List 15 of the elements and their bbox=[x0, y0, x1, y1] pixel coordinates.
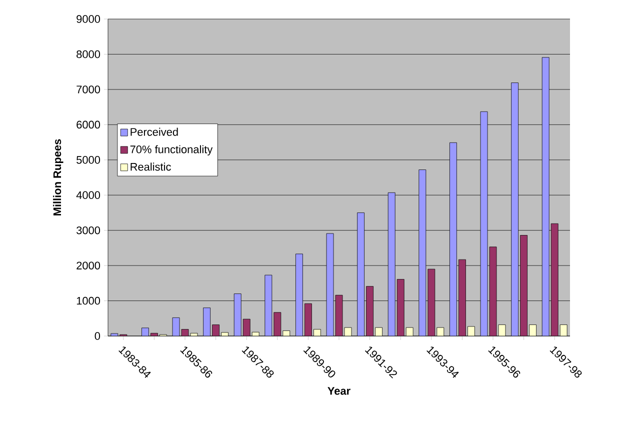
y-tick-label: 1000 bbox=[76, 296, 100, 305]
y-tick-label: 5000 bbox=[76, 156, 100, 164]
y-tick-label: 7000 bbox=[76, 86, 100, 94]
legend-label: Realistic bbox=[130, 162, 171, 171]
y-tick-label: 3000 bbox=[76, 226, 100, 234]
y-tick-label: 9000 bbox=[76, 15, 100, 23]
y-tick-label: 0 bbox=[94, 332, 100, 340]
y-axis-title: Million Rupees bbox=[53, 139, 64, 216]
legend-label: Perceived bbox=[130, 128, 178, 136]
y-tick-label: 6000 bbox=[76, 120, 100, 129]
y-tick-label: 2000 bbox=[76, 262, 100, 270]
x-axis-title: Year bbox=[328, 387, 350, 395]
y-tick-label: 4000 bbox=[76, 191, 100, 199]
y-tick-label: 8000 bbox=[76, 50, 100, 58]
legend-label: 70% functionality bbox=[130, 145, 213, 156]
